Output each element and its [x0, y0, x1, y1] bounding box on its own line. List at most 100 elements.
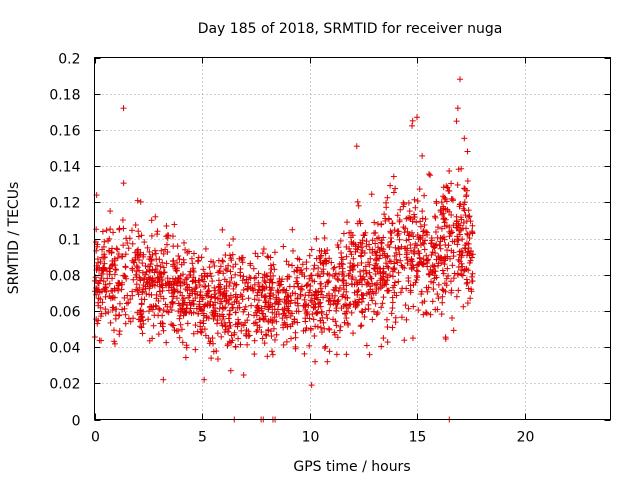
data-point [461, 267, 468, 274]
data-point [308, 272, 315, 279]
data-point [445, 242, 452, 249]
data-point [317, 299, 324, 306]
data-point [97, 304, 104, 311]
data-point [381, 250, 388, 257]
data-point [437, 234, 444, 241]
data-point [379, 300, 386, 307]
x-tick-label: 10 [302, 430, 320, 446]
data-point [284, 305, 291, 312]
data-point [294, 264, 301, 271]
data-point [434, 291, 441, 298]
data-point [160, 250, 167, 257]
data-point [298, 266, 305, 273]
data-point [284, 321, 291, 328]
data-point [314, 309, 321, 316]
data-point [214, 330, 221, 337]
data-point [120, 180, 127, 187]
data-point [211, 284, 218, 291]
data-point [252, 274, 259, 281]
data-point [435, 295, 442, 302]
data-point [409, 117, 416, 124]
data-point [211, 262, 218, 269]
data-point [252, 319, 259, 326]
data-point [137, 307, 144, 314]
data-point [242, 303, 249, 310]
data-point [372, 282, 379, 289]
data-point [242, 279, 249, 286]
data-point [404, 260, 411, 267]
data-point [390, 189, 397, 196]
data-point [238, 327, 245, 334]
data-point [292, 299, 299, 306]
data-point [442, 335, 449, 342]
data-point [311, 262, 318, 269]
data-point [354, 279, 361, 286]
data-point [251, 351, 258, 358]
data-point [448, 314, 455, 321]
data-point [350, 255, 357, 262]
data-point [336, 263, 343, 270]
data-point [208, 258, 215, 265]
data-point [428, 278, 435, 285]
data-point [431, 263, 438, 270]
data-point [413, 276, 420, 283]
data-point [332, 270, 339, 277]
data-point [448, 211, 455, 218]
data-point [297, 291, 304, 298]
data-point [291, 268, 298, 275]
data-point [337, 237, 344, 244]
data-point [261, 271, 268, 278]
data-point [458, 260, 465, 267]
data-point [120, 242, 127, 249]
data-point [442, 257, 449, 264]
data-point [168, 307, 175, 314]
data-point [271, 314, 278, 321]
data-point [108, 287, 115, 294]
data-point [303, 265, 310, 272]
data-point [321, 235, 328, 242]
data-point [381, 211, 388, 218]
data-point [391, 260, 398, 267]
data-point [240, 273, 247, 280]
data-point [409, 218, 416, 225]
data-point [457, 76, 463, 83]
data-point [447, 230, 454, 237]
data-point [397, 206, 404, 213]
data-point [134, 197, 141, 204]
data-point [464, 178, 471, 185]
data-point [106, 235, 113, 242]
data-point [444, 184, 451, 191]
data-point [369, 316, 376, 323]
data-point [356, 296, 363, 303]
data-point [362, 229, 369, 236]
data-point [318, 308, 325, 315]
data-point [321, 345, 328, 352]
data-point [335, 244, 342, 251]
data-point [464, 148, 471, 155]
data-point [190, 250, 197, 257]
data-point [120, 105, 127, 112]
data-point [358, 322, 365, 329]
data-point [269, 309, 276, 316]
data-point [280, 324, 287, 331]
data-point [149, 266, 156, 273]
data-point [387, 182, 394, 189]
data-point [410, 233, 417, 240]
data-point [261, 316, 268, 323]
data-point [416, 234, 423, 241]
data-point [129, 265, 136, 272]
data-point [260, 246, 267, 253]
data-point [266, 303, 273, 310]
data-point [384, 274, 391, 281]
data-point [413, 219, 420, 226]
data-point [118, 253, 125, 260]
data-point [319, 314, 326, 321]
data-point [331, 297, 338, 304]
data-point [97, 313, 104, 320]
data-point [306, 342, 313, 349]
data-point [128, 227, 135, 234]
data-point [123, 300, 130, 307]
data-point [334, 334, 341, 341]
data-point [384, 253, 391, 260]
data-point [176, 276, 183, 283]
